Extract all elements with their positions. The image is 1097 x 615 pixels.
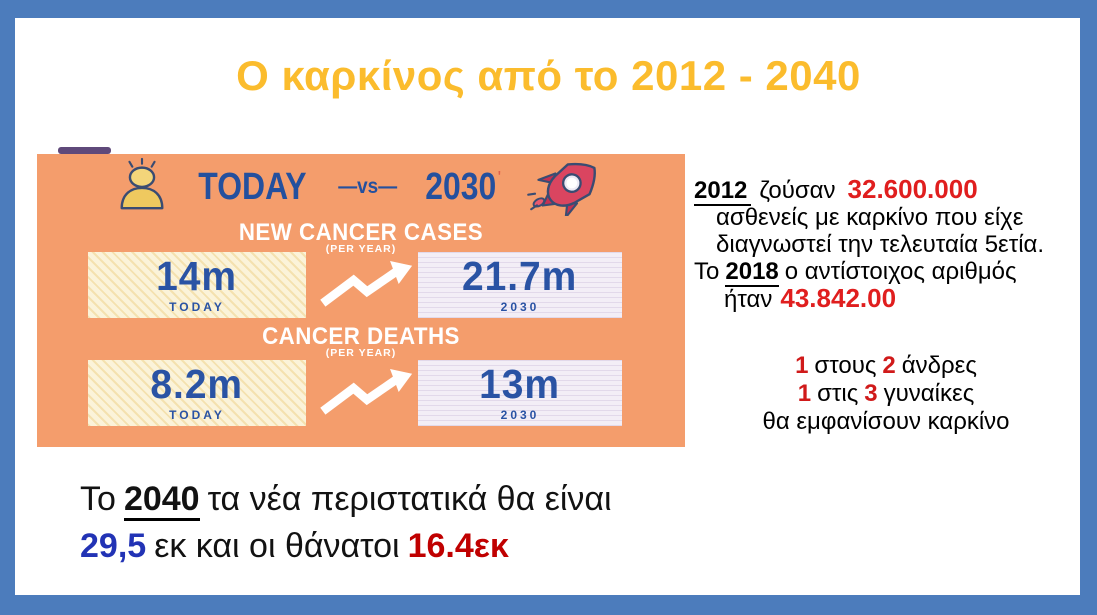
purple-accent-bar — [58, 147, 111, 154]
page-title: Ο καρκίνος από το 2012 - 2040 — [236, 52, 861, 99]
value-box-deaths-today: 8.2m TODAY — [88, 360, 306, 426]
cases-today-value: 14m — [156, 253, 238, 299]
stats-line-2: ασθενείς με καρκίνο που είχε — [716, 204, 1024, 231]
infographic-panel: TODAY —vs— 2030 ' NEW CAN — [37, 154, 685, 447]
bottom-paragraph: Το 2040 τα νέα περιστατικά θα είναι 29,5 εκ… — [80, 476, 612, 570]
bottom-line-1: Το 2040 τα νέα περιστατικά θα είναι — [80, 476, 612, 523]
year-2012: 2012 — [694, 177, 752, 206]
vs-label: —vs— — [337, 175, 397, 198]
stats-line-1: 2012 ζούσαν 32.600.000 — [694, 174, 978, 206]
cases-today-label: TODAY — [169, 300, 225, 314]
value-box-deaths-2030: 13m 2030 — [418, 360, 622, 426]
person-icon — [114, 156, 170, 219]
infographic-header: TODAY —vs— 2030 ' — [37, 154, 685, 221]
ratio-line-women: 1 στις 3 γυναίκες — [797, 380, 975, 407]
section-heading-new-cases: NEW CANCER CASES — [238, 219, 484, 246]
deaths-today-value: 8.2m — [150, 361, 244, 407]
year-2030-label: 2030 ' — [425, 166, 501, 208]
ratio-paragraph: 1 στους 2 άνδρες 1 στις 3 γυναίκες θα εμφανίσο… — [700, 352, 1072, 436]
year-2018: 2018 — [725, 258, 779, 287]
deaths-2030-value: 13m — [479, 361, 561, 407]
stats-line-3: διαγνωστεί την τελευταία 5ετία. — [716, 231, 1045, 258]
tick-mark: ' — [497, 168, 501, 185]
ratio-line-3: θα εμφανίσουν καρκίνο — [762, 408, 1010, 435]
per-year-label-cases: (PER YEAR) — [325, 243, 397, 255]
value-16-4: 16.4εκ — [407, 527, 509, 565]
value-box-cases-today: 14m TODAY — [88, 252, 306, 318]
value-29-5: 29,5 — [80, 527, 147, 565]
trend-up-arrow-icon — [320, 260, 413, 307]
cases-2030-value: 21.7m — [462, 253, 578, 299]
bottom-line-2: 29,5 εκ και οι θάνατοι 16.4εκ — [80, 527, 509, 565]
cases-2030-label: 2030 — [500, 300, 540, 314]
stats-paragraph: 2012 ζούσαν 32.600.000 ασθενείς με καρκίνο… — [694, 176, 1076, 313]
today-label: TODAY — [198, 166, 307, 208]
ratio-line-men: 1 στους 2 άνδρες — [795, 352, 977, 379]
value-43842: 43.842.00 — [780, 283, 897, 313]
deaths-today-label: TODAY — [169, 408, 225, 422]
value-box-cases-2030: 21.7m 2030 — [418, 252, 622, 318]
year-2040: 2040 — [123, 480, 200, 521]
per-year-label-deaths: (PER YEAR) — [325, 347, 397, 359]
section-heading-deaths: CANCER DEATHS — [262, 323, 460, 350]
rocket-icon — [526, 154, 608, 221]
trend-up-arrow-icon — [320, 368, 413, 415]
value-32600000: 32.600.000 — [847, 174, 978, 204]
stats-line-4: Το 2018 ο αντίστοιχος αριθμός — [694, 258, 1017, 287]
deaths-2030-label: 2030 — [500, 408, 540, 422]
stats-line-5: ήταν 43.842.00 — [724, 283, 897, 314]
